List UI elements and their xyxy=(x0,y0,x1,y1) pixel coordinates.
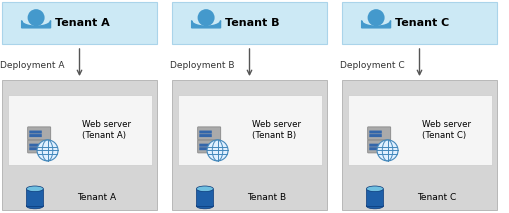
FancyBboxPatch shape xyxy=(200,134,212,137)
Text: Tenant C: Tenant C xyxy=(395,18,450,28)
Bar xyxy=(366,189,383,206)
Text: Deployment A: Deployment A xyxy=(0,60,65,69)
FancyBboxPatch shape xyxy=(30,131,42,134)
FancyBboxPatch shape xyxy=(370,144,382,147)
FancyBboxPatch shape xyxy=(197,127,221,140)
Text: Tenant B: Tenant B xyxy=(225,18,280,28)
Ellipse shape xyxy=(196,186,213,192)
Ellipse shape xyxy=(366,186,383,192)
Text: Web server
(Tenant B): Web server (Tenant B) xyxy=(252,120,301,140)
Text: Deployment B: Deployment B xyxy=(170,60,235,69)
FancyBboxPatch shape xyxy=(200,147,212,150)
Ellipse shape xyxy=(26,186,43,192)
Bar xyxy=(26,189,43,206)
FancyBboxPatch shape xyxy=(30,144,42,147)
Bar xyxy=(8,95,152,165)
Bar xyxy=(172,80,327,210)
FancyBboxPatch shape xyxy=(30,134,42,137)
Text: Tenant B: Tenant B xyxy=(247,193,286,201)
Text: Tenant C: Tenant C xyxy=(417,193,456,201)
Circle shape xyxy=(37,140,58,161)
Polygon shape xyxy=(192,21,220,28)
Ellipse shape xyxy=(196,203,213,209)
Circle shape xyxy=(27,9,45,26)
Bar xyxy=(178,95,322,165)
Bar xyxy=(2,2,157,44)
Text: Web server
(Tenant A): Web server (Tenant A) xyxy=(82,120,131,140)
Text: Web server
(Tenant C): Web server (Tenant C) xyxy=(422,120,471,140)
Polygon shape xyxy=(22,21,50,28)
FancyBboxPatch shape xyxy=(370,147,382,150)
FancyBboxPatch shape xyxy=(200,131,212,134)
FancyBboxPatch shape xyxy=(367,140,391,153)
FancyBboxPatch shape xyxy=(30,147,42,150)
Circle shape xyxy=(207,140,228,161)
Text: Tenant A: Tenant A xyxy=(55,18,110,28)
FancyBboxPatch shape xyxy=(370,131,382,134)
Polygon shape xyxy=(362,21,390,28)
Bar xyxy=(342,2,497,44)
FancyBboxPatch shape xyxy=(27,127,51,140)
Circle shape xyxy=(377,140,398,161)
Ellipse shape xyxy=(366,203,383,209)
Text: Tenant A: Tenant A xyxy=(77,193,116,201)
FancyBboxPatch shape xyxy=(197,140,221,153)
Bar xyxy=(342,80,497,210)
FancyBboxPatch shape xyxy=(200,144,212,147)
Bar xyxy=(196,189,213,206)
Ellipse shape xyxy=(26,203,43,209)
Bar xyxy=(2,80,157,210)
FancyBboxPatch shape xyxy=(27,140,51,153)
Bar xyxy=(172,2,327,44)
Text: Deployment C: Deployment C xyxy=(340,60,405,69)
Bar xyxy=(348,95,492,165)
Circle shape xyxy=(367,9,385,26)
FancyBboxPatch shape xyxy=(370,134,382,137)
Circle shape xyxy=(197,9,215,26)
FancyBboxPatch shape xyxy=(367,127,391,140)
